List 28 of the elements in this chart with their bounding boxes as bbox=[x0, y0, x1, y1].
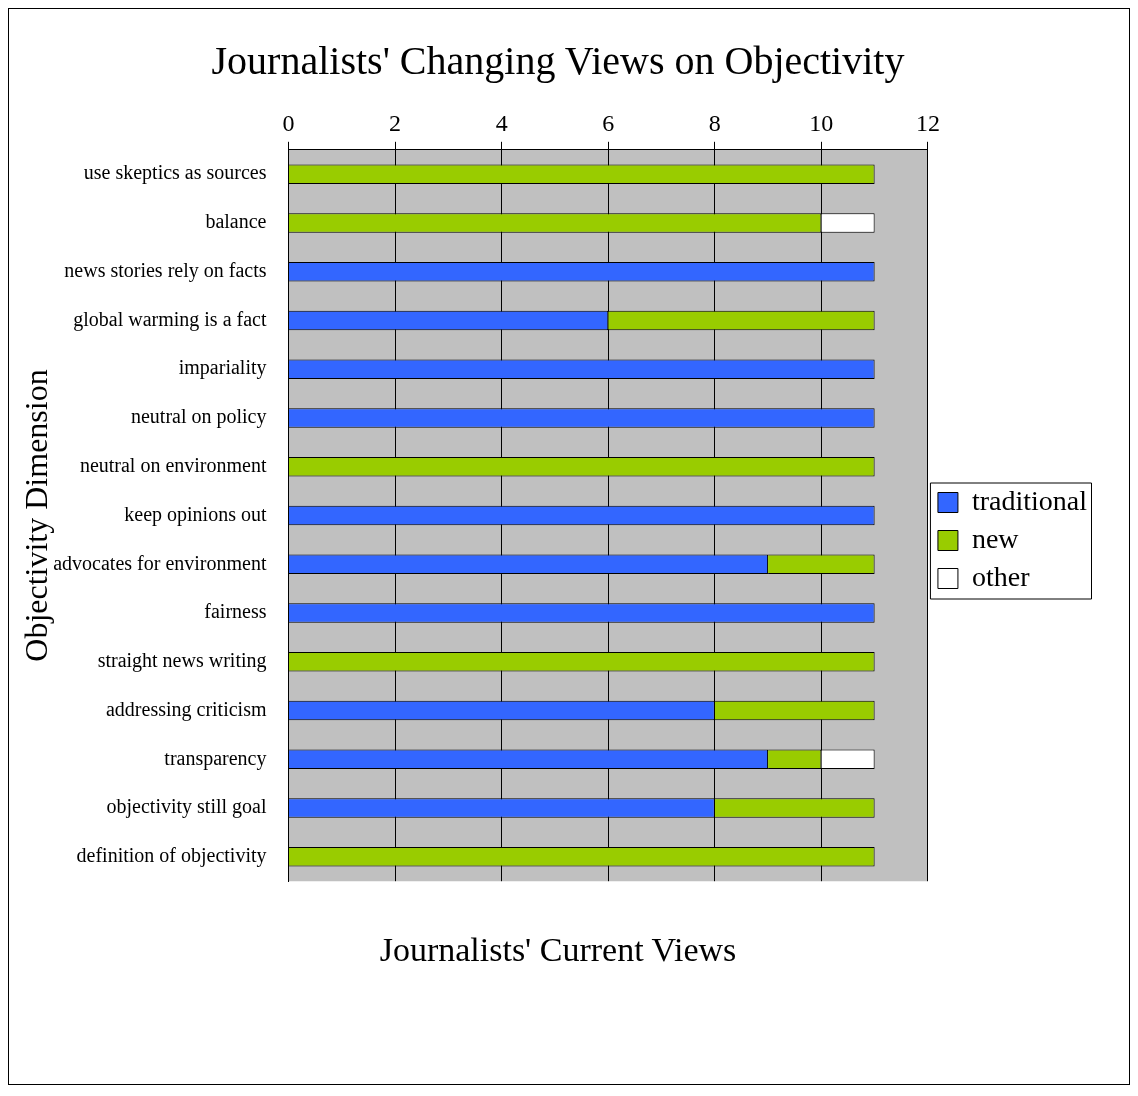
y-tick-label: keep opinions out bbox=[124, 502, 267, 526]
y-tick-label: neutral on environment bbox=[79, 453, 267, 476]
x-tick-label: 4 bbox=[495, 109, 508, 136]
x-tick-label: 2 bbox=[389, 109, 402, 136]
y-tick-label: straight news writing bbox=[97, 649, 267, 673]
y-tick-label: objectivity still goal bbox=[106, 795, 267, 819]
x-tick-label: 10 bbox=[809, 109, 834, 136]
y-tick-label: fairness bbox=[204, 600, 267, 623]
legend-label: new bbox=[971, 522, 1020, 554]
y-tick-label: global warming is a fact bbox=[73, 307, 267, 331]
x-axis-title: Journalists' Current Views bbox=[379, 930, 737, 968]
chart-title: Journalists' Changing Views on Objectivity bbox=[211, 37, 905, 83]
y-tick-label: balance bbox=[205, 210, 267, 233]
y-tick-label: advocates for environment bbox=[53, 551, 267, 574]
y-tick-label: impariality bbox=[178, 356, 267, 380]
x-tick-label: 12 bbox=[915, 109, 940, 136]
y-tick-label: transparency bbox=[164, 746, 267, 770]
y-tick-label: definition of objectivity bbox=[76, 844, 267, 868]
y-tick-label: news stories rely on facts bbox=[64, 258, 267, 282]
legend-label: other bbox=[971, 560, 1031, 592]
y-axis-title: Objectivity Dimension bbox=[17, 369, 54, 662]
y-tick-label: neutral on policy bbox=[130, 405, 267, 429]
y-tick-label: addressing criticism bbox=[105, 697, 267, 721]
x-tick-label: 8 bbox=[708, 109, 721, 136]
x-tick-label: 0 bbox=[282, 109, 295, 136]
x-tick-label: 6 bbox=[602, 109, 615, 136]
y-tick-label: use skeptics as sources bbox=[83, 161, 267, 185]
legend-label: traditional bbox=[971, 484, 1088, 516]
